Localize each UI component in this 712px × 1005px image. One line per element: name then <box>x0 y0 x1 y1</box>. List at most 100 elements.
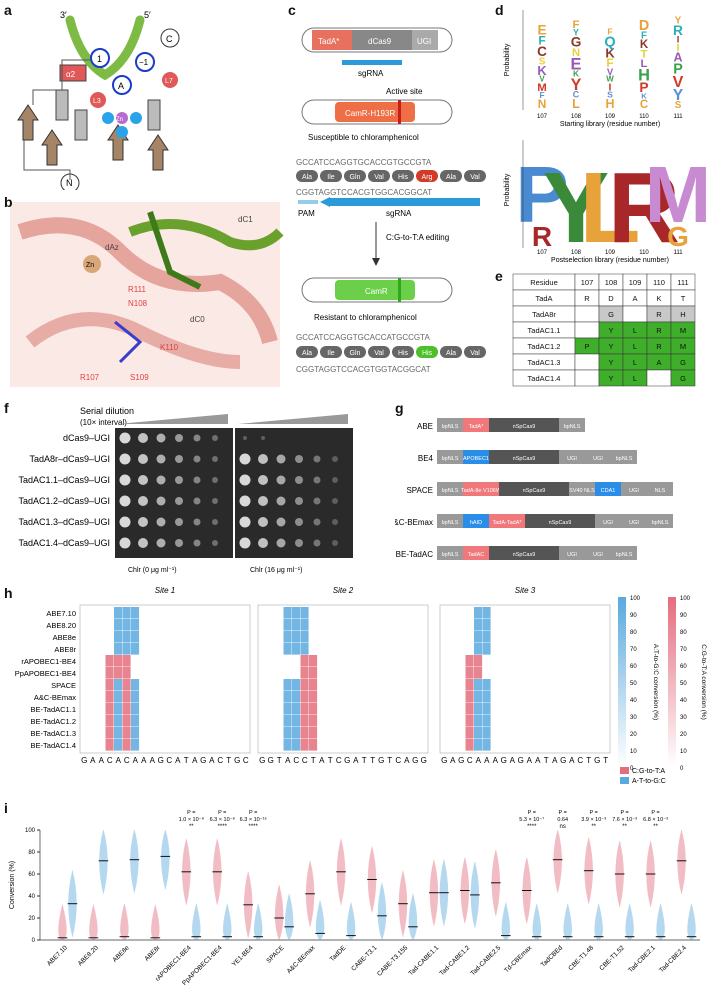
panel-g: g ABE bpNLS TadA* nSpCas9 bpNLS BE4 bpNLS APOBE… <box>388 400 712 585</box>
table-cell-text: R <box>656 342 662 351</box>
ann-daz: dAz <box>105 243 119 252</box>
heatmap-cell <box>300 619 309 631</box>
panel-c: c TadA* dCas9 UGI sgRNA Active site CamR… <box>288 0 495 395</box>
construct-part-label: bpNLS <box>616 456 633 462</box>
aa-pill <box>392 346 414 358</box>
spot-chlr <box>239 495 251 507</box>
seq-base: G <box>234 756 240 765</box>
construct-part-label: bpNLS <box>564 424 581 430</box>
strand-3-label: 3′ <box>60 10 67 20</box>
construct-part <box>489 418 559 432</box>
aa-label: Ala <box>446 350 456 357</box>
aa-pill <box>344 346 366 358</box>
logo-letter: E <box>537 23 546 38</box>
editor-name: BE4 <box>418 454 434 463</box>
legend-swatch-at <box>620 777 629 784</box>
seq-base: A <box>99 756 105 765</box>
construct-part-label: bpNLS <box>442 552 459 558</box>
panel-i: i 0 20 40 60 80 100 Conversion (%) ABE7.10 ABE8.… <box>0 800 712 1000</box>
loop-l7 <box>162 72 178 88</box>
construct-part <box>585 546 611 560</box>
seq-base: G <box>421 756 427 765</box>
colorbar-tick: 40 <box>630 698 637 704</box>
ann-r107: R107 <box>80 373 100 382</box>
heatmap-row-label: PpAPOBEC1-BE4 <box>15 669 76 678</box>
violin-plot: 0 20 40 60 80 100 Conversion (%) ABE7.10 ABE8.20… <box>9 810 700 987</box>
x-tick-label: CABE-T3.1 <box>350 944 378 972</box>
heatmap-cell <box>283 691 292 703</box>
seq-base: A <box>493 756 499 765</box>
spot <box>119 495 131 507</box>
heatmap-cell <box>131 715 140 727</box>
construct-ugi: UGI <box>417 37 431 46</box>
spot-chlr <box>276 496 286 506</box>
heatmap-cell <box>300 655 309 667</box>
logo-letter: Q <box>604 34 615 50</box>
construct-part <box>611 546 637 560</box>
table-cell <box>574 305 600 323</box>
logo-bottom-xlabel: Postselection library (residue number) <box>551 257 669 264</box>
pval-p: P = <box>651 810 659 816</box>
heatmap-cell <box>465 691 474 703</box>
helix-a2-label: α2 <box>66 70 76 79</box>
pval-stars: ** <box>622 824 627 830</box>
spot <box>119 453 131 465</box>
pam-bar <box>298 200 318 204</box>
x-tick-label: ABE8r <box>144 944 163 963</box>
violin <box>120 903 129 941</box>
seq-base: C <box>243 756 249 765</box>
heatmap-cell <box>292 619 301 631</box>
seq-base: T <box>184 756 189 765</box>
aa-label: Arg <box>422 174 433 181</box>
construct-part <box>647 514 673 528</box>
spot-row-label: TadAC1.1–dCas9–UGI <box>18 475 110 485</box>
beta-strand-1 <box>17 104 39 141</box>
heatmap-cell <box>114 631 123 643</box>
logo-letter: K <box>605 45 615 60</box>
logo-letter: G <box>571 35 582 50</box>
aa-label: His <box>422 350 433 357</box>
heatmap-cell <box>122 691 131 703</box>
heatmap-cell <box>122 619 131 631</box>
aa-pill <box>464 346 486 358</box>
construct-part-label: TadA* <box>469 424 485 430</box>
aa-pill <box>368 346 390 358</box>
construct-part <box>489 514 525 528</box>
heatmap-cell <box>114 619 123 631</box>
legend-swatch-cg <box>620 767 629 774</box>
heatmap-cell <box>292 739 301 751</box>
table-cell <box>574 321 600 339</box>
construct-part <box>437 514 463 528</box>
seq-base: T <box>311 756 316 765</box>
table-cell-text: Residue <box>530 278 558 287</box>
y-tick-label: 100 <box>25 828 36 834</box>
x-tick-label: CABE-T3.155 <box>376 944 410 978</box>
colorbar-tick: 0 <box>630 766 634 772</box>
aa-label: Val <box>374 174 384 181</box>
active-site-marker <box>398 100 401 124</box>
construct-part-label: UGI <box>567 456 577 462</box>
table-cell-text: TadA8r <box>532 310 556 319</box>
spot-chlr <box>313 497 321 505</box>
mutation-table: Residue 107 108 109 110 111 TadA R D A K T TadA8r G R H… <box>512 273 696 387</box>
helix-a2 <box>59 64 87 82</box>
spot <box>175 476 183 484</box>
violin <box>315 900 325 941</box>
heatmap-row-label: ABE8e <box>53 633 76 642</box>
heatmap-cell <box>283 631 292 643</box>
construct-part-label: CDA1 <box>601 488 616 494</box>
seq-base: T <box>226 756 231 765</box>
seq-base: A <box>175 756 181 765</box>
colorbar-tick: 30 <box>630 715 637 721</box>
pval-value: 6.8 × 10⁻³ <box>643 817 668 823</box>
selection-schematic: TadA* dCas9 UGI sgRNA Active site CamR-H… <box>296 27 486 374</box>
violin <box>377 882 387 941</box>
panel-b: b Zn dAz dC1 R111 N108 dC0 K110 R107 S10… <box>0 192 285 392</box>
heatmap-cell <box>482 727 491 739</box>
pval-p: P = <box>528 810 536 816</box>
x-tick-label: Tad-CBE2.4 <box>658 944 688 974</box>
logo-letter: I <box>677 43 680 54</box>
heatmap-cell <box>474 703 483 715</box>
logo-letter: F <box>572 19 579 31</box>
cys-1 <box>102 112 114 124</box>
